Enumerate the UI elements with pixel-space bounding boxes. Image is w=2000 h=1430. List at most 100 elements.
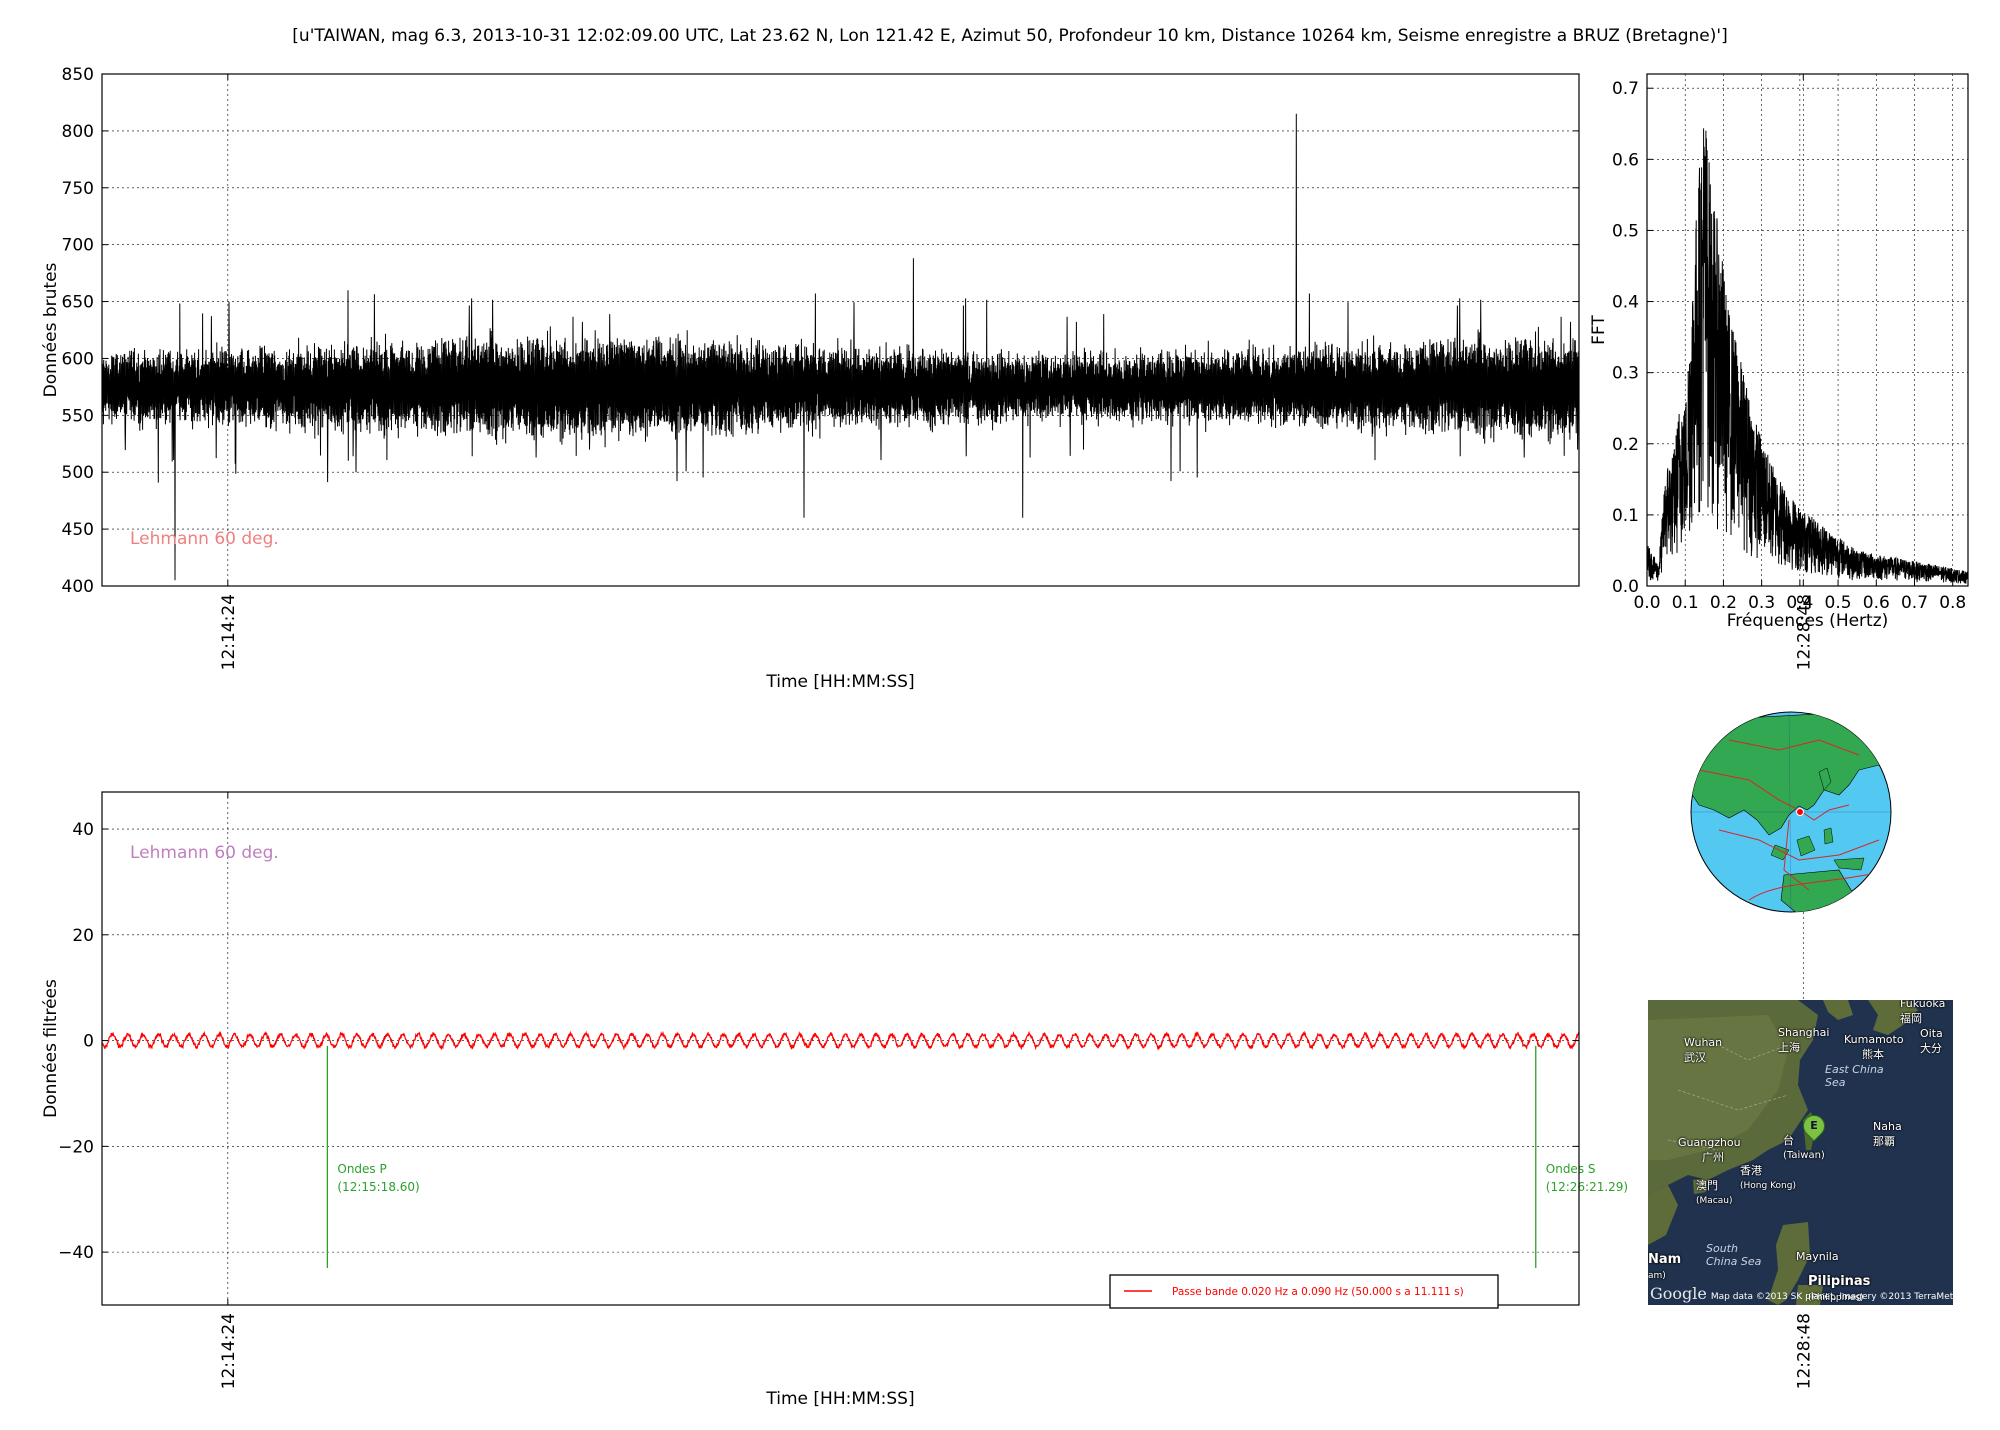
raw-x-label: Time [HH:MM:SS] — [765, 672, 914, 692]
map-china-interior — [1648, 1015, 1788, 1160]
globe-map — [1689, 710, 1894, 915]
map-attribution: Google Map data ©2013 SK planet, Imagery … — [1650, 1284, 1953, 1303]
y-tick-label: −20 — [58, 1137, 94, 1157]
y-tick-label: 0 — [83, 1032, 94, 1052]
map-label-south-china-sea: South China Sea — [1706, 1242, 1762, 1268]
map-label-pilipinas: Pilipinas (Philippines) — [1808, 1274, 1871, 1303]
figure-title: [u'TAIWAN, mag 6.3, 2013-10-31 12:02:09.… — [292, 26, 1727, 46]
phase-markers: Ondes P (12:15:18.60) Ondes S (12:26:21.29)… — [326, 1045, 1628, 1268]
map-luzon — [1768, 1222, 1810, 1305]
globe-asia-landmass — [1691, 712, 1891, 836]
map-visayas — [1796, 1285, 1823, 1305]
map-label-naha: Naha 那覇 — [1873, 1120, 1902, 1148]
map-label-hongkong: 香港 (Hong Kong) — [1740, 1164, 1796, 1191]
globe-japan — [1818, 767, 1832, 791]
y-tick-label: 20 — [72, 926, 94, 946]
filtered-x-label: Time [HH:MM:SS] — [765, 1389, 914, 1409]
fft-y-tick-label: 0.0 — [1612, 577, 1639, 597]
fft-x-tick-label: 0.6 — [1863, 593, 1890, 613]
raw-series-line — [101, 113, 1580, 581]
y-tick-label: 40 — [72, 820, 94, 840]
legend-label: Passe bande 0.020 Hz a 0.090 Hz (50.000 … — [1172, 1286, 1464, 1298]
filtered-legend: Passe bande 0.020 Hz a 0.090 Hz (50.000 … — [1109, 1274, 1499, 1309]
fft-x-tick-label: 0.4 — [1786, 593, 1813, 613]
globe-epicenter-marker — [1796, 808, 1804, 816]
y-tick-label: 650 — [62, 293, 94, 313]
map-province-borders — [1667, 1039, 1789, 1151]
fft-series-line — [1646, 128, 1969, 584]
filtered-data-panel: Ondes P (12:15:18.60) Ondes S (12:26:21.29)… — [41, 791, 1814, 1409]
fft-x-tick-label: 0.3 — [1748, 593, 1775, 613]
fft-y-tick-label: 0.1 — [1612, 506, 1639, 526]
fft-y-label: FFT — [1589, 315, 1609, 345]
fft-y-tick-label: 0.4 — [1612, 293, 1639, 313]
x-tick-label: 12:28:48 — [1794, 594, 1814, 670]
globe-graticule — [1691, 712, 1891, 912]
fft-y-tick-label: 0.6 — [1612, 150, 1639, 170]
globe-philippines — [1823, 827, 1834, 845]
map-label-guangzhou: Guangzhou 广州 — [1678, 1136, 1741, 1164]
filtered-y-label: Données filtrées — [41, 979, 61, 1118]
map-label-shanghai: Shanghai 上海 — [1778, 1026, 1830, 1054]
x-tick-label: 12:14:24 — [219, 1313, 239, 1389]
filtered-ticks: 12:14:2412:28:4812:43:1212:57:3613:12:00… — [58, 792, 1814, 1389]
fft-x-tick-label: 0.2 — [1710, 593, 1737, 613]
google-logo: Google — [1650, 1284, 1707, 1303]
satellite-map: Fukuoka 福岡 Wuhan 武汉 Shanghai 上海 Kumamoto 熊本 … — [1648, 1000, 1953, 1305]
map-label-oita: Oita 大分 — [1920, 1027, 1943, 1055]
globe-plate-boundary-south — [1748, 869, 1890, 901]
raw-data-panel: 12:14:2412:28:4812:43:1212:57:3613:12:00… — [41, 65, 1815, 692]
map-label-taiwan: 台 (Taiwan) — [1783, 1134, 1825, 1161]
phase-time-label: (12:26:21.29) — [1546, 1180, 1628, 1194]
y-tick-label: 450 — [62, 520, 94, 540]
phase-time-label: (12:15:18.60) — [337, 1180, 419, 1194]
y-tick-label: 850 — [62, 65, 94, 85]
filtered-series-line — [101, 1030, 1580, 1051]
filtered-grid — [102, 792, 1804, 1305]
fft-y-tick-label: 0.7 — [1612, 79, 1639, 99]
map-label-kumamoto: Kumamoto 熊本 — [1844, 1033, 1904, 1061]
map-vietnam-coast — [1648, 1185, 1678, 1245]
map-kyushu — [1868, 1000, 1918, 1035]
map-label-viet-nam: Nam am) — [1648, 1252, 1682, 1281]
map-label-macau: 澳門 (Macau) — [1696, 1179, 1733, 1206]
x-tick-label: 12:28:48 — [1794, 1313, 1814, 1389]
fft-x-tick-label: 0.7 — [1901, 593, 1928, 613]
fft-ticks: 0.0 0.1 0.2 0.3 0.4 0.5 0.6 0.7 0.8 0.0 0.1 0.2 0.3 0… — [1612, 79, 1966, 613]
y-tick-label: 600 — [62, 349, 94, 369]
filtered-axes-frame — [101, 791, 1580, 1306]
map-label-fukuoka: Fukuoka 福岡 — [1900, 1000, 1946, 1025]
map-label-maynila: Maynila — [1796, 1250, 1839, 1263]
y-tick-label: 400 — [62, 577, 94, 597]
fft-x-label: Fréquences (Hertz) — [1727, 611, 1889, 631]
map-label-wuhan: Wuhan 武汉 — [1684, 1036, 1723, 1064]
fft-y-tick-label: 0.2 — [1612, 435, 1639, 455]
fft-y-tick-label: 0.3 — [1612, 364, 1639, 384]
map-korea — [1823, 1000, 1853, 1020]
fft-x-tick-label: 0.5 — [1825, 593, 1852, 613]
y-tick-label: 500 — [62, 463, 94, 483]
x-tick-label: 12:14:24 — [219, 594, 239, 670]
map-hainan — [1693, 1178, 1708, 1194]
fft-x-tick-label: 0.0 — [1633, 593, 1660, 613]
fft-y-tick-label: 0.5 — [1612, 221, 1639, 241]
raw-lehmann-annotation: Lehmann 60 deg. — [130, 529, 279, 549]
y-tick-label: 550 — [62, 406, 94, 426]
y-tick-label: 700 — [62, 236, 94, 256]
fft-axes-frame — [1646, 73, 1969, 587]
phase-label: Ondes P — [337, 1162, 386, 1176]
fft-x-tick-label: 0.8 — [1939, 593, 1966, 613]
raw-ticks: 12:14:2412:28:4812:43:1212:57:3613:12:00… — [62, 65, 1815, 670]
y-tick-label: −40 — [58, 1243, 94, 1263]
globe-new-guinea — [1833, 857, 1865, 871]
y-tick-label: 800 — [62, 122, 94, 142]
map-label-east-china-sea: East China Sea — [1825, 1063, 1884, 1089]
raw-axes-frame — [101, 73, 1580, 587]
globe-borneo — [1796, 835, 1816, 857]
fft-panel: 0.0 0.1 0.2 0.3 0.4 0.5 0.6 0.7 0.8 0.0 0.1 0.2 0.3 0… — [1589, 73, 1969, 631]
legend-box — [1109, 1274, 1499, 1309]
raw-y-label: Données brutes — [41, 262, 61, 397]
filtered-lehmann-annotation: Lehmann 60 deg. — [130, 843, 279, 863]
y-tick-label: 750 — [62, 179, 94, 199]
